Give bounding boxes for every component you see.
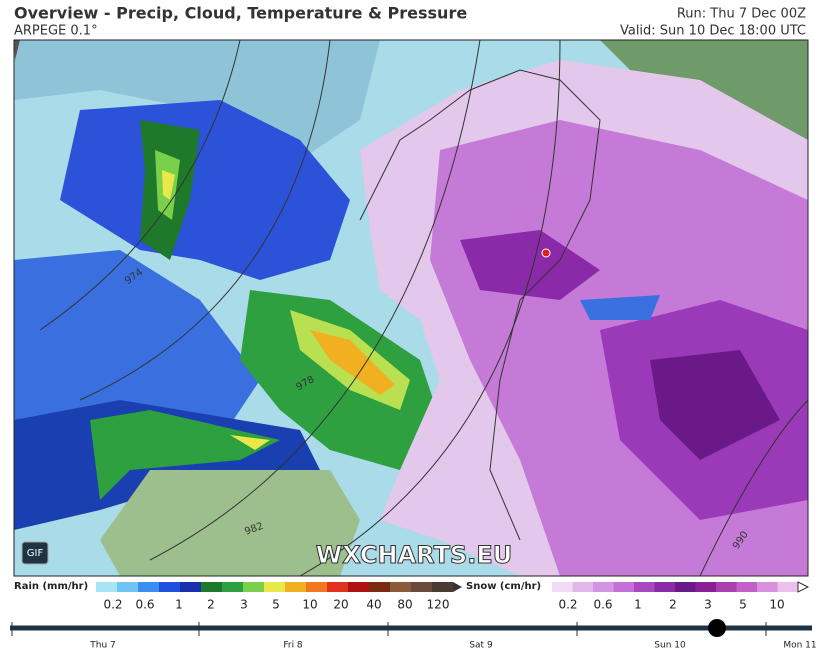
timeline-label[interactable]: Sun 10 (654, 641, 686, 651)
title: Overview - Precip, Cloud, Temperature & … (14, 4, 467, 23)
snow-swatch (736, 582, 757, 592)
snow-swatch (716, 582, 737, 592)
rain-label: 2 (207, 598, 215, 612)
snow-label: 3 (704, 598, 712, 612)
rain-label: 80 (397, 598, 412, 612)
snow-label: 5 (739, 598, 747, 612)
snow-swatch (675, 582, 696, 592)
snow-swatch (552, 582, 573, 592)
watermark: WXCHARTS.EU (316, 541, 512, 569)
rain-label: 0.6 (135, 598, 154, 612)
snow-swatch (613, 582, 634, 592)
rain-swatch (411, 582, 432, 592)
valid-time: Valid: Sun 10 Dec 18:00 UTC (620, 24, 806, 39)
rain-label: 1 (175, 598, 183, 612)
snow-swatch (572, 582, 593, 592)
timeline-knob[interactable] (708, 619, 726, 637)
rain-label: 0.2 (103, 598, 122, 612)
rain-swatch (117, 582, 138, 592)
map: 974 978 982 990 GIF WXCHARTS.EU (13, 39, 809, 577)
timeline-label[interactable]: Sat 9 (469, 641, 493, 651)
snow-legend-title: Snow (cm/hr) (466, 581, 541, 592)
rain-legend-title: Rain (mm/hr) (14, 581, 88, 592)
rain-swatch (348, 582, 369, 592)
timeline-label[interactable]: Fri 8 (283, 641, 303, 651)
rain-swatch (243, 582, 264, 592)
run-time: Run: Thu 7 Dec 00Z (677, 7, 806, 22)
snow-arrow (797, 581, 810, 593)
rain-arrow (453, 582, 462, 592)
rain-swatch (285, 582, 306, 592)
snow-swatch (777, 582, 798, 592)
snow-label: 0.2 (558, 598, 577, 612)
gif-label[interactable]: GIF (27, 548, 44, 559)
rain-swatch (390, 582, 411, 592)
rain-label: 3 (240, 598, 248, 612)
map-frame (13, 39, 809, 577)
snow-label: 0.6 (593, 598, 612, 612)
snow-label: 2 (669, 598, 677, 612)
rain-swatch (180, 582, 201, 592)
model: ARPEGE 0.1° (14, 24, 98, 39)
rain-label: 20 (333, 598, 348, 612)
rain-swatch (96, 582, 117, 592)
rain-swatch (327, 582, 348, 592)
timeline-label[interactable]: Thu 7 (89, 641, 116, 651)
snow-label: 1 (634, 598, 642, 612)
rain-label: 5 (272, 598, 280, 612)
rain-swatch (138, 582, 159, 592)
rain-swatch (159, 582, 180, 592)
snow-swatch (593, 582, 614, 592)
rain-swatch (306, 582, 327, 592)
rain-label: 40 (366, 598, 381, 612)
gif-button[interactable] (21, 541, 49, 565)
snow-swatch (654, 582, 675, 592)
rain-label: 120 (427, 598, 450, 612)
snow-swatch (695, 582, 716, 592)
rain-label: 10 (302, 598, 317, 612)
rain-swatch (222, 582, 243, 592)
rain-swatch (201, 582, 222, 592)
snow-swatch (634, 582, 655, 592)
rain-swatch (264, 582, 285, 592)
snow-swatch (757, 582, 778, 592)
rain-swatch (432, 582, 453, 592)
timeline-label[interactable]: Mon 11 (783, 641, 816, 651)
rain-swatch (369, 582, 390, 592)
snow-label: 10 (769, 598, 784, 612)
